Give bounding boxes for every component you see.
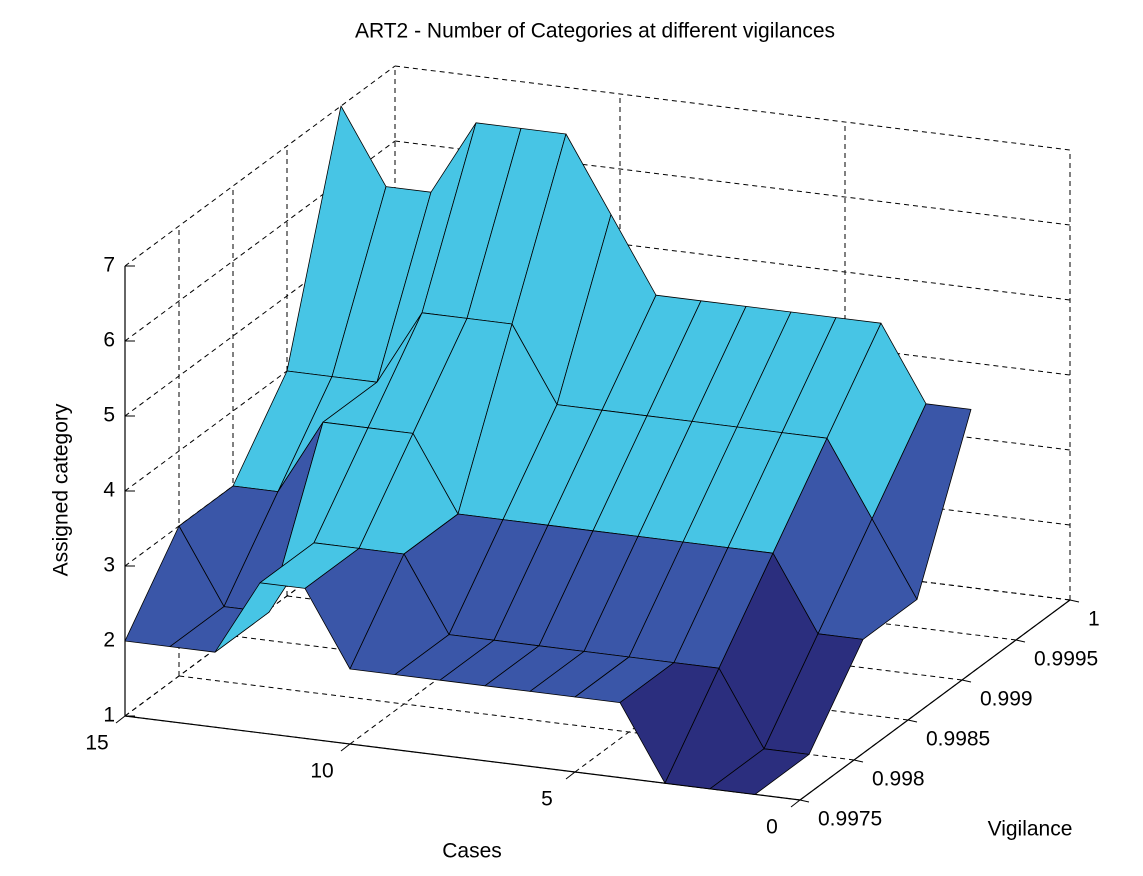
z-tick-label: 6	[103, 329, 115, 352]
z-tick-label: 1	[103, 704, 115, 727]
z-tick-label: 7	[103, 254, 115, 277]
y-tick	[853, 759, 864, 763]
y-axis-label: Vigilance	[988, 818, 1073, 841]
y-tick-label: 0.9985	[926, 728, 990, 751]
x-tick	[340, 743, 351, 752]
y-tick-label: 0.998	[872, 768, 925, 791]
x-tick-label: 0	[766, 816, 778, 839]
z-tick-label: 5	[103, 404, 115, 427]
z-tick-label: 2	[103, 629, 115, 652]
z-tick-label: 4	[103, 479, 115, 502]
grid-line	[124, 65, 396, 267]
y-tick-label: 1	[1088, 608, 1100, 631]
x-tick-label: 10	[310, 760, 333, 783]
z-tick-label: 3	[103, 554, 115, 577]
x-tick-label: 5	[541, 788, 553, 811]
x-tick	[565, 771, 576, 780]
y-tick-label: 0.999	[980, 688, 1033, 711]
x-axis-label: Cases	[442, 840, 502, 863]
surface-face	[709, 748, 810, 795]
x-tick-label: 15	[85, 732, 108, 755]
y-tick	[907, 719, 918, 723]
x-tick	[790, 799, 801, 808]
y-tick	[799, 799, 810, 803]
y-axis-line	[799, 599, 1071, 801]
y-tick	[1069, 599, 1080, 603]
x-tick	[115, 715, 126, 724]
y-tick	[1015, 639, 1026, 643]
y-tick-label: 0.9995	[1034, 648, 1098, 671]
y-tick-label: 0.9975	[818, 808, 882, 831]
y-tick	[961, 679, 972, 683]
z-axis-label: Assigned category	[50, 403, 73, 576]
chart-title: ART2 - Number of Categories at different…	[355, 20, 835, 43]
